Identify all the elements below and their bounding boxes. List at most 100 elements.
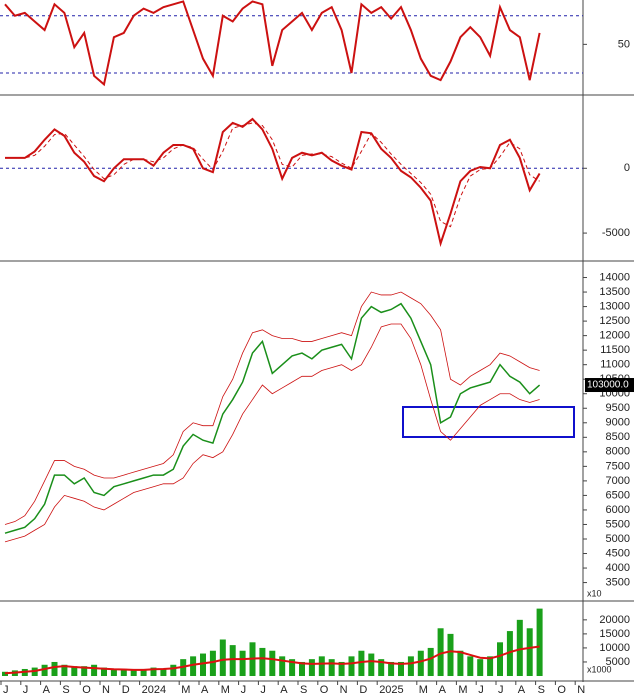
x-tick-label: S xyxy=(300,684,307,696)
x-tick-label: S xyxy=(538,684,545,696)
last-value-label: 103000.0 xyxy=(587,380,629,391)
volume-bar xyxy=(269,650,276,676)
x-tick-label: A xyxy=(201,684,209,696)
y-tick-label: 3500 xyxy=(606,576,630,588)
volume-bar xyxy=(219,639,226,676)
volume-bar xyxy=(239,650,246,676)
x-tick-label: 2024 xyxy=(142,684,166,696)
y-tick-label: 7500 xyxy=(606,460,630,472)
volume-bar xyxy=(308,659,315,676)
volume-bar xyxy=(497,642,503,676)
x-tick-label: O xyxy=(82,684,91,696)
y-tick-label: 20000 xyxy=(599,614,630,626)
y-tick-label: 8000 xyxy=(606,446,630,458)
y-tick-label: 9000 xyxy=(606,417,630,429)
volume-bar xyxy=(170,664,177,676)
y-tick-label: -5000 xyxy=(602,227,630,239)
volume-bar xyxy=(71,666,78,676)
x-tick-label: A xyxy=(280,684,288,696)
volume-bar xyxy=(477,659,484,676)
x-tick-label: N xyxy=(102,684,110,696)
series-line xyxy=(4,0,541,87)
volume-bar xyxy=(289,659,296,676)
volume-bar xyxy=(368,653,375,676)
x-tick-label: J xyxy=(23,684,29,696)
volume-bar xyxy=(398,661,404,676)
x-tick-label: M xyxy=(221,684,230,696)
volume-bar xyxy=(200,653,206,676)
volume-bar xyxy=(338,661,345,676)
y-tick-label: 0 xyxy=(624,162,630,174)
volume-bar xyxy=(417,650,424,676)
volume-bar xyxy=(81,666,88,676)
x-tick-label: J xyxy=(3,684,9,696)
series-line xyxy=(5,117,541,248)
volume-bar xyxy=(378,659,385,676)
y-tick-label: 12000 xyxy=(599,330,630,342)
volume-bar xyxy=(516,619,523,676)
volume-bar xyxy=(101,667,107,676)
y-tick-label: 13000 xyxy=(599,300,630,312)
volume-bar xyxy=(407,656,414,676)
y-tick-label: 7000 xyxy=(606,475,630,487)
y-tick-label: 9500 xyxy=(606,402,630,414)
volume-bar xyxy=(150,667,157,676)
volume-bar xyxy=(229,645,236,676)
x-tick-label: N xyxy=(340,684,348,696)
series-line xyxy=(4,323,540,543)
series-line xyxy=(4,645,540,675)
x-tick-label: D xyxy=(122,684,130,696)
volume-bar xyxy=(328,659,335,676)
x-tick-label: N xyxy=(577,684,585,696)
volume-bar xyxy=(388,661,395,676)
y-tick-label: 13500 xyxy=(599,286,630,298)
x-tick-label: O xyxy=(557,684,566,696)
volume-bar xyxy=(447,633,454,676)
volume-bar xyxy=(526,628,533,676)
x-tick-label: J xyxy=(260,684,266,696)
y-unit: x10 xyxy=(587,588,602,598)
x-tick-label: 2025 xyxy=(379,684,403,696)
volume-bar xyxy=(190,656,197,676)
volume-bar xyxy=(437,628,444,676)
y-tick-label: 6500 xyxy=(606,489,630,501)
series-line xyxy=(5,122,540,228)
series-line xyxy=(4,291,540,525)
volume-bar xyxy=(61,664,68,676)
volume-bar xyxy=(427,647,434,676)
x-tick-label: M xyxy=(181,684,190,696)
y-tick-label: 5000 xyxy=(606,533,630,545)
x-tick-label: O xyxy=(320,684,329,696)
volume-bar xyxy=(51,661,58,676)
volume-bar xyxy=(130,670,137,676)
volume-bar xyxy=(110,668,117,676)
volume-bar xyxy=(259,647,266,676)
y-tick-label: 12500 xyxy=(599,315,630,327)
volume-bar xyxy=(318,656,325,676)
x-tick-label: A xyxy=(518,684,526,696)
x-tick-label: M xyxy=(458,684,467,696)
volume-bar xyxy=(120,668,127,676)
y-tick-label: 11000 xyxy=(600,359,630,371)
y-tick-label: 8500 xyxy=(606,431,630,443)
x-tick-label: J xyxy=(241,684,247,696)
y-tick-label: 6000 xyxy=(606,504,630,516)
y-tick-label: 11500 xyxy=(600,344,630,356)
volume-bar xyxy=(160,668,167,676)
y-tick-label: 14000 xyxy=(599,271,630,283)
series-line xyxy=(4,302,541,534)
y-tick-label: 4000 xyxy=(606,562,630,574)
y-tick-label: 15000 xyxy=(599,628,630,640)
x-tick-label: M xyxy=(419,684,428,696)
volume-bar xyxy=(487,656,494,676)
volume-bar xyxy=(2,671,8,676)
x-tick-label: J xyxy=(498,684,504,696)
volume-bar xyxy=(506,631,513,676)
volume-bar xyxy=(41,664,48,676)
volume-bar xyxy=(209,650,216,676)
y-tick-label: 50 xyxy=(618,38,630,50)
volume-bar xyxy=(536,608,543,676)
volume-bar xyxy=(140,668,147,676)
